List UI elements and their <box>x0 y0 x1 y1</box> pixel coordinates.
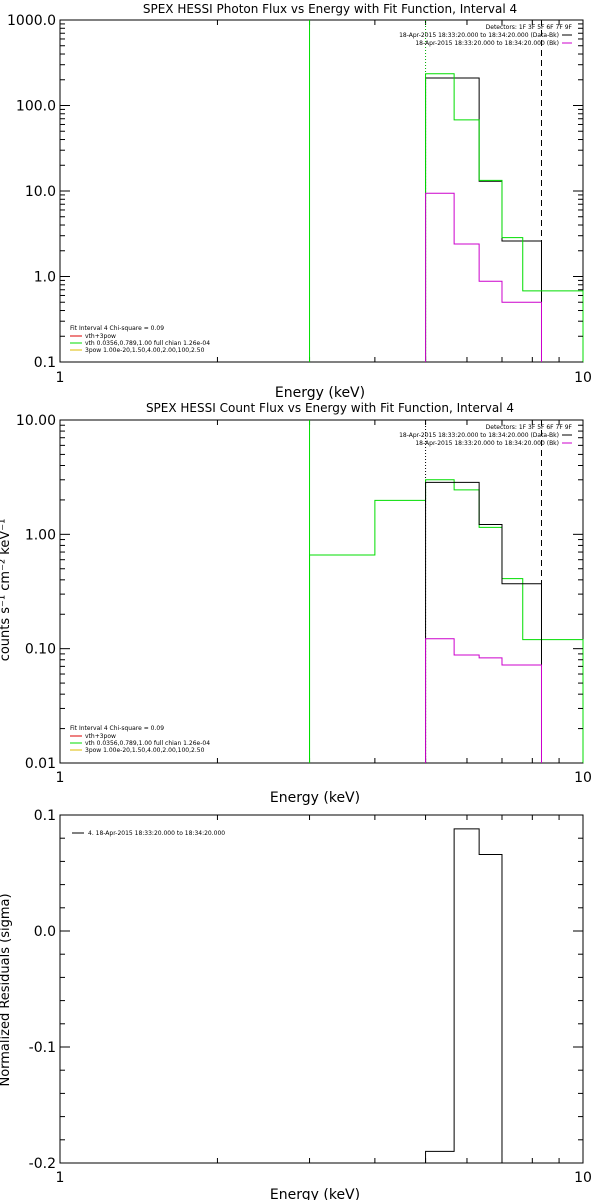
photon-flux-header-line-2: 18-Apr-2015 18:33:20.000 to 18:34:20.000… <box>415 40 559 47</box>
photon-flux-fit-legend-line-2: vth 0.0356,0.789,1.00 full chian 1.26e-0… <box>85 340 210 347</box>
count-flux-series-2 <box>425 638 542 763</box>
photon-flux-fit-legend-line-1: vth+3pow <box>85 333 116 340</box>
count-flux-xtick-1: 1 <box>56 770 65 786</box>
photon-flux-xlabel: Energy (keV) <box>275 385 365 401</box>
photon-flux-fit-legend: Fit Interval 4 Chi-square = 0.09 vth+3po… <box>70 325 210 354</box>
count-flux-header-line-1: 18-Apr-2015 18:33:20.000 to 18:34:20.000… <box>399 432 559 439</box>
residuals-series-0 <box>425 828 523 1164</box>
photon-flux-header-line-1: 18-Apr-2015 18:33:20.000 to 18:34:20.000… <box>399 32 559 39</box>
photon-flux-ytick-label-3: 100.0 <box>16 99 56 115</box>
photon-flux-header-line-0: Detectors: 1F 3F 5F 6F 7F 9F <box>486 24 573 31</box>
count-flux-ylabel: counts s⁻¹ cm⁻² keV⁻¹ <box>0 519 13 662</box>
photon-flux-ytick-label-1: 1.0 <box>34 270 56 286</box>
residuals-ylabel: Normalized Residuals (sigma) <box>0 893 13 1086</box>
photon-flux-title: SPEX HESSI Photon Flux vs Energy with Fi… <box>143 2 517 16</box>
count-flux-ytick-label-3: 10.00 <box>16 413 56 429</box>
count-flux-title: SPEX HESSI Count Flux vs Energy with Fit… <box>146 401 514 415</box>
photon-flux-series-0 <box>425 77 542 362</box>
count-flux-fit-legend-line-0: Fit Interval 4 Chi-square = 0.09 <box>70 725 164 732</box>
photon-flux-fit-legend-line-3: 3pow 1.00e-20,1.50,4.00,2.00,100,2.50 <box>85 347 205 354</box>
count-flux-fit-legend-line-3: 3pow 1.00e-20,1.50,4.00,2.00,100,2.50 <box>85 747 205 754</box>
residuals-panel: -0.2 -0.1 0.0 0.1 1 10 Energy (keV) Normali… <box>0 808 592 1200</box>
count-flux-header: Detectors: 1F 3F 5F 6F 7F 9F 18-Apr-2015… <box>399 424 572 447</box>
count-flux-plot-frame <box>59 419 584 764</box>
count-flux-panel: SPEX HESSI Count Flux vs Energy with Fit… <box>0 401 592 806</box>
photon-flux-header: Detectors: 1F 3F 5F 6F 7F 9F 18-Apr-2015… <box>399 24 572 47</box>
residuals-legend: 4. 18-Apr-2015 18:33:20.000 to 18:34:20.… <box>72 830 225 837</box>
photon-flux-fit-legend-line-0: Fit Interval 4 Chi-square = 0.09 <box>70 325 164 332</box>
count-flux-fit-legend-line-1: vth+3pow <box>85 733 116 740</box>
photon-flux-ytick-label-4: 1000.0 <box>7 13 56 29</box>
residuals-legend-label: 4. 18-Apr-2015 18:33:20.000 to 18:34:20.… <box>88 830 225 837</box>
residuals-ytick-label-1: -0.1 <box>29 1040 56 1056</box>
photon-flux-series-1 <box>425 73 584 362</box>
photon-flux-panel: SPEX HESSI Photon Flux vs Energy with Fi… <box>7 2 592 401</box>
count-flux-xlabel: Energy (keV) <box>270 790 360 806</box>
residuals-ytick-label-2: 0.0 <box>34 924 56 940</box>
count-flux-ytick-label-1: 0.10 <box>25 642 56 658</box>
photon-flux-xtick-1: 1 <box>56 370 65 386</box>
count-flux-header-line-2: 18-Apr-2015 18:33:20.000 to 18:34:20.000… <box>415 440 559 447</box>
count-flux-xtick-10: 10 <box>574 770 592 786</box>
residuals-xtick-10: 10 <box>574 1170 592 1186</box>
photon-flux-ytick-label-2: 10.0 <box>25 184 56 200</box>
photon-flux-xtick-10: 10 <box>574 370 592 386</box>
residuals-plot-frame <box>59 814 584 1164</box>
count-flux-ytick-label-2: 1.00 <box>25 527 56 543</box>
count-flux-series-1 <box>425 481 542 763</box>
count-flux-ytick-label-0: 0.01 <box>25 756 56 772</box>
photon-flux-series-2 <box>425 192 542 362</box>
residuals-ytick-label-0: -0.2 <box>29 1156 56 1172</box>
residuals-xtick-1: 1 <box>56 1170 65 1186</box>
residuals-xlabel: Energy (keV) <box>270 1187 360 1200</box>
count-flux-fit-legend: Fit Interval 4 Chi-square = 0.09 vth+3po… <box>70 725 210 754</box>
count-flux-header-line-0: Detectors: 1F 3F 5F 6F 7F 9F <box>486 424 573 431</box>
count-flux-fit-legend-line-2: vth 0.0356,0.789,1.00 full chian 1.26e-0… <box>85 740 210 747</box>
residuals-ytick-label-3: 0.1 <box>34 808 56 824</box>
photon-flux-ytick-label-0: 0.1 <box>34 355 56 371</box>
photon-flux-plot-frame <box>59 19 584 363</box>
